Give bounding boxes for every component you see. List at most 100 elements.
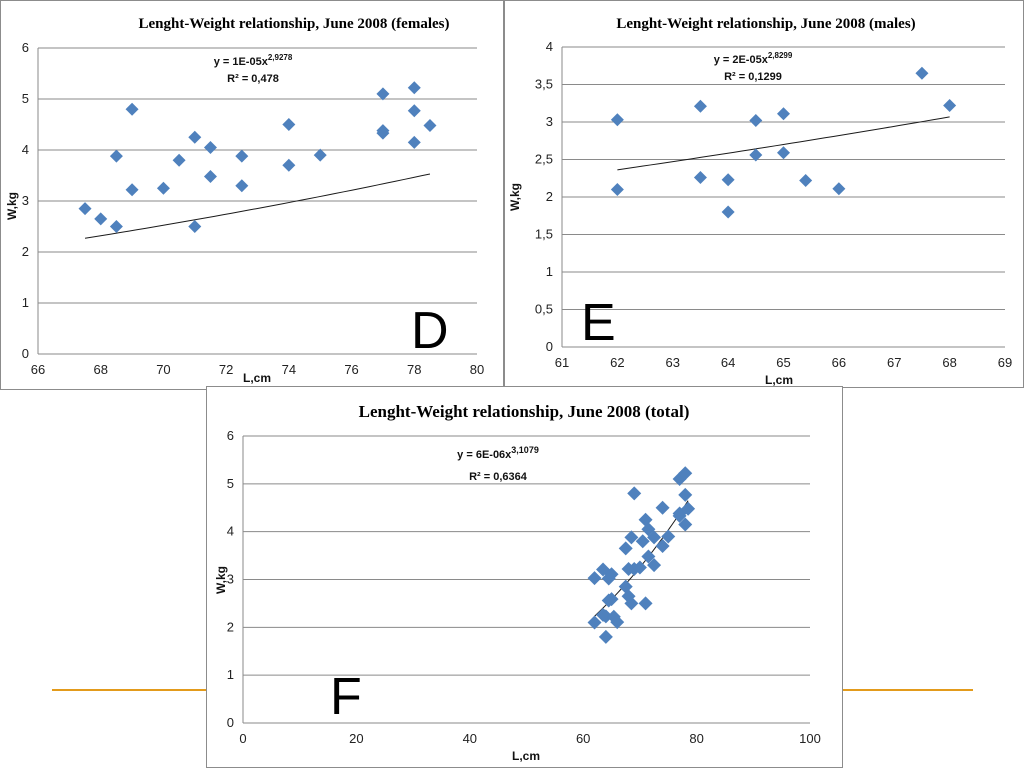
chart-panel-total: 0 1 2 3 4 5 6 0 20 40 60 80 100 Lenght-Weight relatio…: [206, 386, 843, 768]
data-point: [282, 118, 296, 131]
data-point: [647, 558, 662, 573]
data-point: [832, 182, 846, 196]
x-tick-label: 20: [349, 731, 363, 746]
data-point: [125, 102, 139, 116]
data-point: [627, 486, 642, 501]
y-tick-label: 3: [22, 193, 29, 208]
y-tick-label: 2: [546, 189, 553, 204]
y-tick-label: 0,5: [535, 302, 553, 317]
data-point: [203, 170, 217, 184]
y-tick-label: 3: [546, 114, 553, 129]
data-point: [693, 99, 707, 113]
chart-panel-females: 0 1 2 3 4 5 6 66 68 70 72 74 76 78 80 Lenght-Weight rel…: [0, 0, 504, 390]
data-point: [632, 560, 647, 575]
chart-title: Lenght-Weight relationship, June 2008 (m…: [616, 16, 915, 32]
y-tick-label: 1: [546, 264, 553, 279]
data-point: [624, 596, 639, 611]
data-point: [655, 500, 670, 515]
data-point: [647, 530, 662, 545]
x-tick-label: 69: [998, 355, 1012, 370]
trendline-equation: y = 1E-05x2,9278: [214, 53, 293, 68]
y-tick-label: 0: [546, 339, 553, 354]
data-point: [777, 107, 790, 121]
data-point: [109, 149, 123, 163]
x-tick-label: 61: [555, 355, 569, 370]
data-point: [598, 629, 613, 644]
x-tick-label: 0: [239, 731, 246, 746]
chart-males: 0 0,5 1 1,5 2 2,5 3 3,5 4 61 62 63 64 65 66 67 68 69 Lengh…: [508, 16, 1012, 387]
data-point: [777, 146, 790, 160]
y-tick-label: 3: [227, 572, 234, 587]
data-point: [604, 567, 619, 582]
data-point: [423, 119, 437, 133]
data-point: [407, 135, 421, 149]
data-point: [235, 179, 249, 193]
x-tick-label: 65: [776, 355, 790, 370]
data-point: [618, 541, 633, 556]
data-point: [610, 183, 624, 196]
x-tick-label: 72: [219, 362, 233, 377]
data-point: [376, 87, 390, 101]
x-tick-label: 66: [832, 355, 846, 370]
r-squared-label: R² = 0,478: [227, 73, 279, 85]
y-tick-label: 6: [227, 428, 234, 443]
data-point: [156, 181, 170, 195]
y-tick-label: 4: [546, 39, 553, 54]
data-point: [749, 114, 763, 127]
data-point: [407, 81, 421, 95]
trendline: [84, 173, 431, 239]
data-point: [188, 220, 202, 233]
data-point: [235, 149, 249, 163]
x-tick-label: 80: [689, 731, 703, 746]
data-point: [672, 508, 687, 523]
x-axis-label: L,cm: [765, 373, 793, 387]
y-tick-label: 3,5: [535, 77, 553, 92]
data-point: [655, 539, 670, 554]
data-point: [125, 183, 139, 197]
data-point: [943, 99, 957, 112]
y-axis-label: W,kg: [214, 566, 228, 594]
chart-panel-males: 0 0,5 1 1,5 2 2,5 3 3,5 4 61 62 63 64 65 66 67 68 69 Lengh…: [504, 0, 1024, 388]
trendline-equation: y = 2E-05x2,8299: [714, 51, 793, 66]
y-tick-label: 1,5: [535, 227, 553, 242]
data-point: [621, 589, 636, 604]
data-point: [203, 140, 217, 154]
data-point: [915, 66, 929, 80]
y-tick-label: 5: [22, 91, 29, 106]
x-tick-label: 70: [156, 362, 170, 377]
orange-divider-right: [842, 689, 973, 691]
data-point: [109, 220, 123, 233]
x-tick-label: 60: [576, 731, 590, 746]
data-point: [587, 571, 602, 586]
trendline-equation: y = 6E-06x3,1079: [457, 445, 539, 461]
data-point: [610, 615, 625, 630]
data-point: [693, 171, 707, 184]
data-point: [678, 466, 693, 481]
r-squared-label: R² = 0,6364: [469, 471, 528, 483]
data-point: [681, 501, 696, 516]
r-squared-label: R² = 0,1299: [724, 71, 782, 83]
y-tick-label: 1: [22, 295, 29, 310]
data-point: [624, 530, 639, 545]
y-tick-label: 4: [22, 142, 29, 157]
y-tick-label: 5: [227, 476, 234, 491]
y-tick-label: 6: [22, 40, 29, 55]
x-tick-label: 66: [31, 362, 45, 377]
x-axis-label: L,cm: [243, 371, 271, 385]
data-point: [94, 212, 108, 226]
y-tick-label: 1: [227, 667, 234, 682]
y-tick-label: 2: [227, 619, 234, 634]
chart-title: Lenght-Weight relationship, June 2008 (t…: [359, 402, 690, 421]
data-point: [641, 549, 656, 564]
x-tick-label: 80: [470, 362, 484, 377]
orange-divider-left: [52, 689, 209, 691]
x-tick-label: 62: [610, 355, 624, 370]
y-tick-label: 2: [22, 244, 29, 259]
panel-letter-f: F: [330, 668, 362, 726]
y-tick-label: 2,5: [535, 152, 553, 167]
y-tick-label: 0: [22, 346, 29, 361]
data-point: [799, 174, 813, 187]
data-point: [638, 596, 653, 611]
x-tick-label: 76: [344, 362, 358, 377]
data-point: [313, 148, 327, 162]
